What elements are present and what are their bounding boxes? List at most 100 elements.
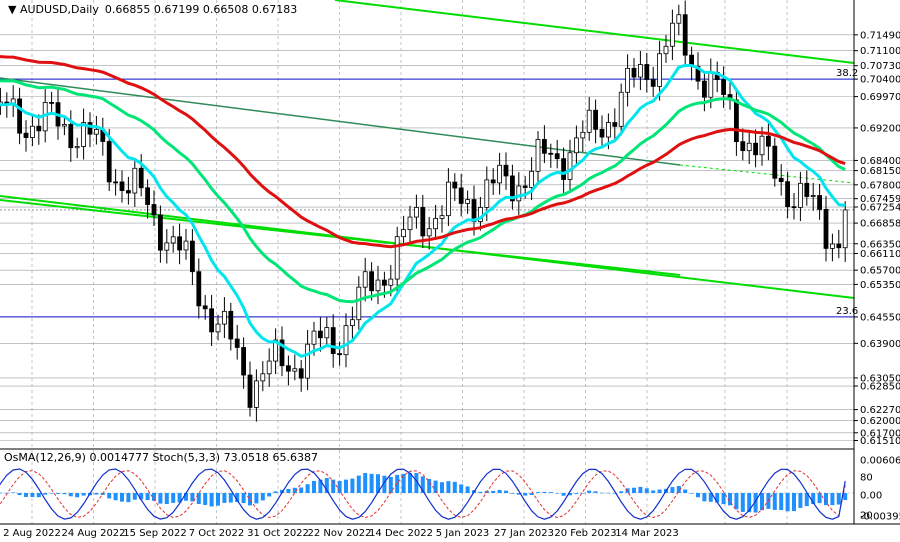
x-tick-label: 31 Oct 2022 [247,528,309,539]
osma-bar [216,493,220,506]
osma-bar [350,478,355,493]
indicator-tick-label: 0.00 [860,491,882,502]
x-tick-label: 14 Mar 2023 [615,528,678,539]
candle-body [708,72,714,98]
candle-body [625,67,630,93]
x-tick-label: 20 Feb 2023 [554,528,616,539]
osma-bar [824,493,828,506]
candle-body [830,243,835,249]
candle-body [164,242,170,251]
candle-body [484,179,490,208]
price-tick-label: 0.62850 [860,382,900,393]
osma-bar [772,493,777,510]
candle-body [759,135,765,156]
osma-bar [696,493,700,498]
osma-bar [164,493,169,505]
x-tick-label: 14 Dec 2022 [369,528,433,539]
header-ohlc: 0.66855 0.67199 0.66508 0.67183 [105,3,297,16]
osma-bar [81,493,86,496]
x-tick-label: 5 Jan 2023 [436,528,490,539]
osma-bar [830,493,835,506]
channel-line [334,0,855,64]
candle-body [23,132,29,138]
candle-body [516,185,522,202]
osma-bar [49,492,54,494]
candle-body [772,145,778,179]
price-tick-label: 0.66858 [860,219,900,230]
candle-body [68,124,74,149]
candle-body [324,327,330,339]
candle-body [349,319,355,327]
osma-bar [145,493,150,501]
candle-body [189,240,195,273]
candle-body [49,102,54,104]
osma-bar [228,493,233,503]
osma-bar [600,492,604,494]
osma-bar [356,475,361,493]
header-arrow: ▼ [8,3,20,16]
price-tick-label: 0.70730 [860,61,900,72]
indicator-tick-label: 20 [860,510,873,521]
candle-body [305,343,311,379]
candle-body [567,152,573,180]
osma-bar [68,493,73,497]
osma-bar [94,493,99,495]
candle-body [87,122,93,135]
candle-body [113,181,118,184]
osma-bar [24,493,28,497]
price-tick-label: 0.71490 [860,30,900,41]
osma-bar [273,491,278,493]
price-tick-label: 0.62000 [860,416,900,427]
x-tick-label: 22 Nov 2022 [307,528,371,539]
candle-body [157,214,163,251]
candle-body [94,129,99,135]
ema-slow-line [0,55,846,249]
price-tick-label: 0.61510 [860,436,900,447]
candle-body [618,91,624,127]
candle-body [497,164,503,184]
candle-body [785,181,790,208]
price-tick-label: 0.65700 [860,266,900,277]
candle-body [381,279,387,286]
osma-bar [337,480,342,493]
osma-bar [836,493,841,505]
osma-bar [728,493,732,506]
osma-bar [152,493,156,501]
osma-bar [721,493,726,505]
candle-body [394,236,400,280]
osma-bar [401,473,406,493]
osma-bar [113,493,118,501]
osma-bar [190,493,195,502]
candle-body [542,138,547,154]
osma-bar [171,493,176,503]
candle-body [599,128,605,138]
osma-bar [440,482,444,493]
candle-body [292,368,298,372]
indicator-tick-label: 0.0060609 [860,456,900,467]
candle-body [522,185,528,188]
osma-bar [267,493,272,497]
osma-bar [254,493,259,504]
osma-bar [670,487,675,493]
candle-body [247,374,253,408]
osma-bar [196,493,201,505]
osma-bar [516,493,521,495]
osma-bar [459,484,464,493]
candle-body [17,98,23,134]
osma-bar [30,493,35,498]
x-tick-label: 7 Oct 2022 [189,528,244,539]
candle-body [778,177,784,183]
candle-body [766,135,771,147]
price-tick-label: 0.61700 [860,428,900,439]
osma-bar [241,493,246,504]
candle-body [196,271,202,307]
candle-body [209,308,215,333]
osma-bar [702,493,707,502]
candle-body [317,330,323,339]
osma-bar [632,487,636,493]
candle-body [753,142,758,156]
osma-bar [376,474,380,493]
candle-body [509,175,515,202]
candle-body [586,109,592,133]
candle-body [657,53,662,87]
